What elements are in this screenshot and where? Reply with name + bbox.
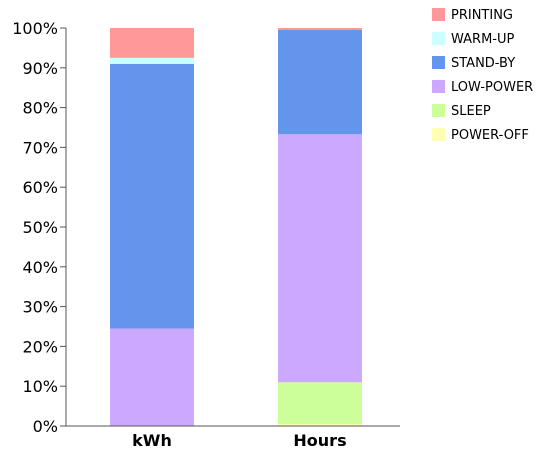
bar-segment-hours-low-power bbox=[278, 134, 362, 383]
bar-segment-kwh-low-power bbox=[110, 328, 194, 426]
legend-label-stand-by: STAND-BY bbox=[451, 56, 515, 71]
x-tick-label-kwh: kWh bbox=[132, 431, 172, 450]
bars-layer bbox=[110, 28, 362, 426]
y-tick-label: 90% bbox=[22, 59, 58, 78]
bar-segment-hours-stand-by bbox=[278, 29, 362, 135]
y-tick-label: 100% bbox=[12, 19, 58, 38]
legend-swatch-low-power bbox=[432, 80, 445, 93]
y-tick-label: 10% bbox=[22, 377, 58, 396]
legend: PRINTING WARM-UP STAND-BY LOW-POWER SLEEP POW… bbox=[432, 8, 533, 143]
legend-swatch-warm-up bbox=[432, 32, 445, 45]
y-tick-label: 40% bbox=[22, 258, 58, 277]
legend-swatch-power-off bbox=[432, 128, 445, 141]
x-tick-label-hours: Hours bbox=[293, 431, 346, 450]
y-tick-label: 50% bbox=[22, 218, 58, 237]
legend-swatch-printing bbox=[432, 8, 445, 21]
y-tick-label: 0% bbox=[33, 417, 58, 436]
legend-label-power-off: POWER-OFF bbox=[451, 128, 529, 143]
y-tick-label: 30% bbox=[22, 298, 58, 317]
legend-label-warm-up: WARM-UP bbox=[451, 32, 514, 47]
x-ticks: kWh Hours bbox=[132, 431, 346, 450]
y-tick-label: 80% bbox=[22, 99, 58, 118]
y-tick-label: 60% bbox=[22, 178, 58, 197]
bar-segment-kwh-warm-up bbox=[110, 57, 194, 64]
bar-segment-hours-power-off bbox=[278, 424, 362, 426]
legend-label-sleep: SLEEP bbox=[451, 104, 491, 119]
legend-swatch-stand-by bbox=[432, 56, 445, 69]
legend-label-printing: PRINTING bbox=[451, 8, 513, 23]
y-tick-label: 20% bbox=[22, 337, 58, 356]
y-ticks: 0% 10% 20% 30% 40% 50% 60% 70% 80% 90% 100% bbox=[12, 19, 66, 436]
legend-swatch-sleep bbox=[432, 104, 445, 117]
bar-segment-kwh-stand-by bbox=[110, 63, 194, 329]
bar-segment-kwh-printing bbox=[110, 28, 194, 58]
bar-segment-hours-printing bbox=[278, 28, 362, 30]
bar-segment-hours-sleep bbox=[278, 382, 362, 425]
legend-label-low-power: LOW-POWER bbox=[451, 80, 533, 95]
y-tick-label: 70% bbox=[22, 138, 58, 157]
